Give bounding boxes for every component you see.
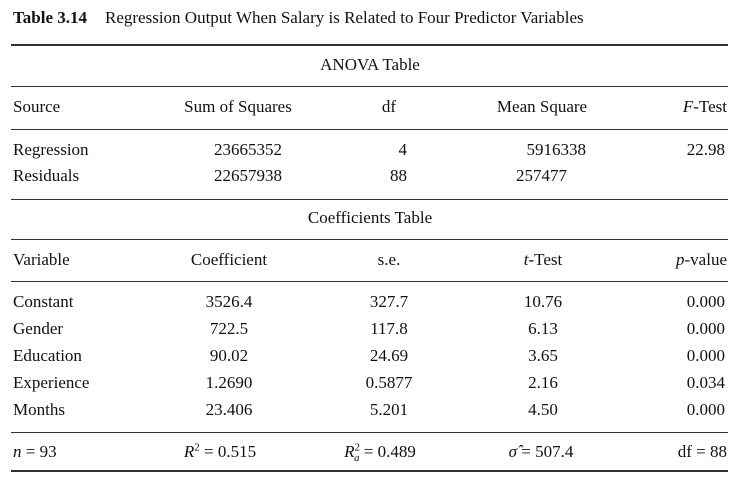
section-rule	[11, 199, 728, 200]
anova-row-source: Regression	[13, 140, 89, 159]
sample-size: n = 93	[13, 442, 57, 461]
coef-row-t: 10.76	[523, 292, 563, 311]
coef-row-p: 0.000	[686, 292, 725, 311]
coef-row-coefficient: 722.5	[209, 319, 249, 338]
coef-row-p: 0.034	[686, 373, 725, 392]
coef-row-se: 0.5877	[365, 373, 413, 392]
anova-row-ss: 23665352	[214, 140, 282, 159]
anova-row-ms: 257477	[516, 166, 567, 185]
coef-row-t: 6.13	[528, 319, 558, 338]
coef-header-pvalue: p-value	[676, 250, 727, 269]
coef-row-variable: Constant	[13, 292, 74, 311]
table-caption: Table 3.14 Regression Output When Salary …	[13, 8, 584, 28]
coef-header-coefficient: Coefficient	[190, 250, 268, 269]
anova-header-source: Source	[13, 97, 61, 116]
coef-header-se: s.e.	[377, 250, 401, 269]
coef-row-p: 0.000	[686, 319, 725, 338]
coef-row-se: 24.69	[369, 346, 409, 365]
coef-row-se: 327.7	[369, 292, 409, 311]
top-rule	[11, 44, 728, 46]
anova-row-df: 4	[398, 140, 408, 159]
anova-header-ftest: F-Test	[682, 97, 727, 116]
coef-row-variable: Gender	[13, 319, 64, 338]
coef-row-t: 3.65	[528, 346, 558, 365]
anova-row-df: 88	[390, 166, 407, 185]
coef-row-variable: Education	[13, 346, 82, 365]
anova-header-ms: Mean Square	[496, 97, 588, 116]
coef-row-coefficient: 23.406	[205, 400, 253, 419]
r-squared: R2 = 0.515	[183, 441, 257, 461]
coefficients-title-rule	[11, 239, 728, 240]
coef-row-coefficient: 1.2690	[205, 373, 253, 392]
coef-row-variable: Months	[13, 400, 65, 419]
coefficients-title: Coefficients Table	[307, 208, 433, 227]
anova-header-rule	[11, 129, 728, 130]
coef-row-p: 0.000	[686, 346, 725, 365]
table-number: Table 3.14	[13, 8, 88, 27]
coef-header-rule	[11, 281, 728, 282]
coef-row-variable: Experience	[13, 373, 90, 392]
adjusted-r-squared: R2a = 0.489	[344, 441, 416, 465]
anova-row-ss: 22657938	[214, 166, 282, 185]
anova-header-ss: Sum of Squares	[184, 97, 292, 116]
coef-row-t: 4.50	[528, 400, 558, 419]
coef-row-p: 0.000	[686, 400, 725, 419]
coef-row-se: 117.8	[370, 319, 408, 338]
footer-rule	[11, 432, 728, 433]
anova-row-source: Residuals	[13, 166, 80, 185]
anova-row-ms: 5916338	[526, 140, 587, 159]
bottom-rule	[11, 470, 728, 472]
anova-title-rule	[11, 86, 728, 87]
anova-title: ANOVA Table	[320, 55, 420, 74]
sigma-hat: σ̂ = 507.4	[508, 442, 574, 461]
anova-header-df: df	[381, 97, 397, 116]
residual-df: df = 88	[677, 442, 727, 461]
coef-header-ttest: t-Test	[523, 250, 563, 269]
coef-header-variable: Variable	[13, 250, 70, 269]
coef-row-coefficient: 3526.4	[205, 292, 253, 311]
anova-row-f: 22.98	[686, 140, 725, 159]
coef-row-coefficient: 90.02	[209, 346, 249, 365]
table-title: Regression Output When Salary is Related…	[105, 8, 584, 27]
coef-row-se: 5.201	[369, 400, 409, 419]
coef-row-t: 2.16	[528, 373, 558, 392]
